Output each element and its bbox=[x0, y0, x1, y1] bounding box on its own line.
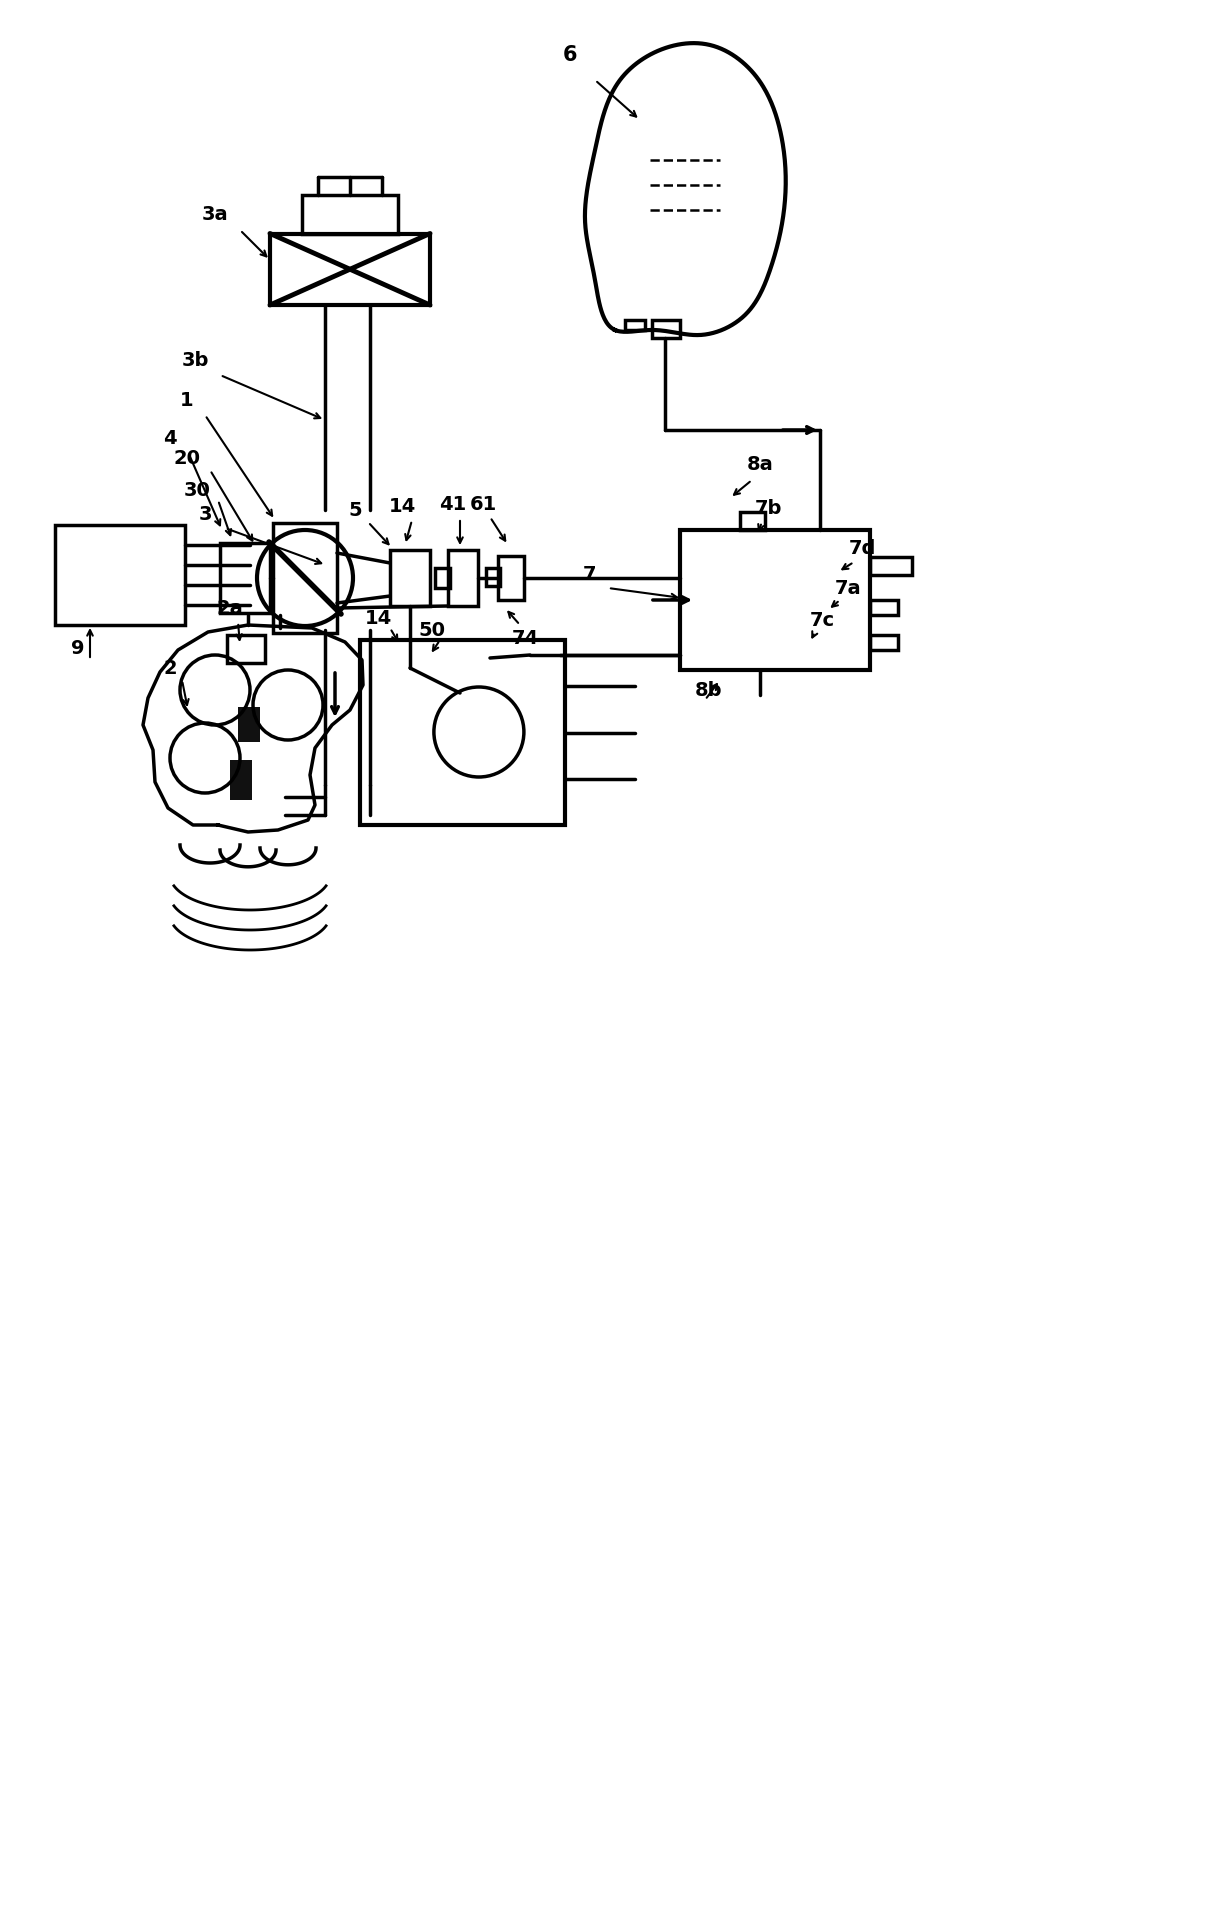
Text: 3b: 3b bbox=[181, 351, 209, 370]
Bar bbox=[227, 634, 265, 663]
Text: 5: 5 bbox=[348, 501, 362, 520]
Text: 7d: 7d bbox=[849, 539, 875, 558]
Bar bbox=[741, 512, 765, 530]
Bar bbox=[625, 320, 645, 330]
Text: 61: 61 bbox=[470, 495, 497, 514]
Text: 2a: 2a bbox=[216, 598, 243, 617]
Bar bbox=[448, 551, 478, 606]
Bar bbox=[870, 634, 898, 650]
Text: 74: 74 bbox=[511, 629, 539, 648]
Bar bbox=[229, 760, 253, 800]
Bar bbox=[220, 543, 270, 613]
Text: 4: 4 bbox=[163, 429, 177, 448]
Text: 1: 1 bbox=[180, 391, 194, 410]
Bar bbox=[652, 320, 680, 337]
Text: 7: 7 bbox=[583, 566, 597, 585]
Bar bbox=[302, 194, 398, 234]
Bar bbox=[870, 556, 912, 575]
Text: 6: 6 bbox=[563, 46, 577, 65]
Bar bbox=[390, 551, 430, 606]
Bar bbox=[270, 234, 430, 305]
Bar bbox=[55, 526, 185, 625]
Text: 7b: 7b bbox=[754, 499, 782, 518]
Text: 8a: 8a bbox=[747, 455, 773, 474]
Text: 41: 41 bbox=[439, 495, 466, 514]
Bar bbox=[498, 556, 524, 600]
Text: 7c: 7c bbox=[810, 610, 834, 629]
Text: 7a: 7a bbox=[835, 579, 861, 598]
Bar bbox=[486, 568, 500, 587]
Text: 14: 14 bbox=[388, 497, 415, 516]
Bar bbox=[680, 530, 870, 671]
Text: 30: 30 bbox=[183, 480, 210, 499]
Text: 20: 20 bbox=[174, 448, 200, 467]
Bar bbox=[273, 524, 337, 632]
Bar bbox=[435, 568, 450, 589]
Bar bbox=[238, 707, 260, 743]
Bar bbox=[361, 640, 565, 825]
Text: 8b: 8b bbox=[694, 680, 722, 699]
Text: 3: 3 bbox=[198, 505, 211, 524]
Bar bbox=[870, 600, 898, 615]
Text: 50: 50 bbox=[419, 621, 446, 640]
Text: 14: 14 bbox=[364, 608, 392, 627]
Text: 9: 9 bbox=[72, 638, 85, 657]
Text: 2: 2 bbox=[163, 659, 177, 678]
Text: 3a: 3a bbox=[202, 206, 228, 225]
